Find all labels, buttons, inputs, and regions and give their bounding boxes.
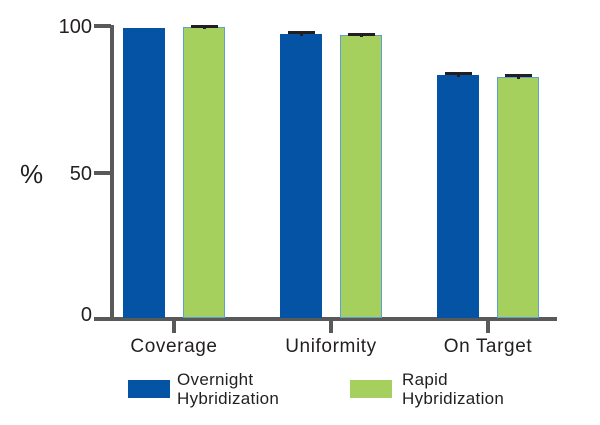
legend-label-line: Overnight bbox=[177, 370, 254, 389]
error-bar-cap bbox=[190, 24, 218, 28]
y-tick-label-0: 0 bbox=[80, 304, 92, 326]
legend-label-line: Hybridization bbox=[177, 389, 280, 408]
error-bar-cap bbox=[287, 31, 315, 35]
error-bar-cap bbox=[504, 74, 532, 78]
bar-rapid-hybridization-on-target bbox=[497, 77, 539, 318]
legend-swatch-overnight bbox=[128, 380, 170, 398]
y-tick-mark-100 bbox=[94, 24, 111, 28]
legend-swatch-rapid bbox=[350, 380, 392, 398]
x-axis-line bbox=[94, 317, 557, 321]
x-tick-on-target bbox=[486, 321, 490, 333]
error-bar-cap bbox=[444, 72, 472, 76]
legend-label-rapid: Rapid Hybridization bbox=[402, 370, 504, 408]
x-label-uniformity: Uniformity bbox=[285, 336, 377, 357]
bar-rapid-hybridization-uniformity bbox=[340, 35, 382, 318]
y-tick-mark-50 bbox=[94, 171, 111, 175]
bar-overnight-hybridization-coverage bbox=[123, 27, 165, 318]
legend-label-overnight: Overnight Hybridization bbox=[177, 370, 279, 408]
error-bar-cap bbox=[347, 32, 375, 36]
bar-overnight-hybridization-uniformity bbox=[280, 33, 322, 318]
bar-rapid-hybridization-coverage bbox=[183, 27, 225, 318]
legend-label-line: Hybridization bbox=[402, 389, 505, 408]
x-tick-uniformity bbox=[329, 321, 333, 333]
x-label-on-target: On Target bbox=[443, 336, 533, 357]
y-axis-line bbox=[110, 25, 114, 321]
legend-label-line: Rapid bbox=[402, 370, 448, 389]
bar-overnight-hybridization-on-target bbox=[437, 75, 479, 318]
x-tick-coverage bbox=[172, 321, 176, 333]
y-axis-title: % bbox=[20, 159, 44, 189]
x-label-coverage: Coverage bbox=[130, 336, 218, 357]
y-tick-label-50: 50 bbox=[69, 163, 92, 185]
y-tick-label-100: 100 bbox=[58, 16, 92, 38]
